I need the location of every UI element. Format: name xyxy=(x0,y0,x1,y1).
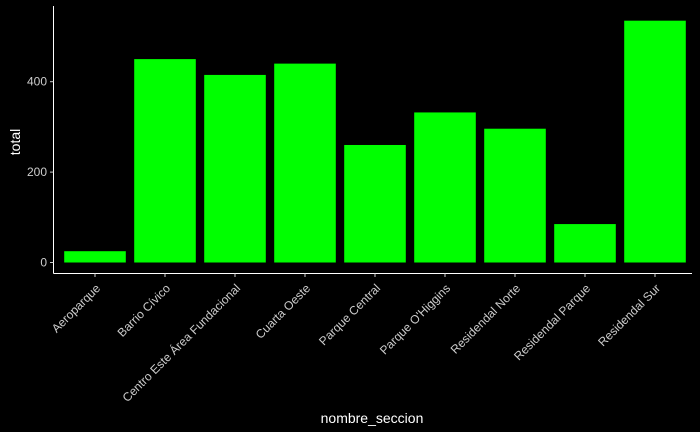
bar-3 xyxy=(274,63,336,263)
bar-8 xyxy=(624,20,686,263)
y-axis-title: total xyxy=(7,129,23,155)
y-tick-label-2: 400 xyxy=(27,75,47,89)
y-tick-label-1: 200 xyxy=(27,165,47,179)
bar-5 xyxy=(414,112,476,263)
bar-2 xyxy=(204,74,266,263)
x-axis-title: nombre_seccion xyxy=(321,410,424,426)
y-ticks-group: 0 200 400 xyxy=(27,75,54,270)
y-tick-label-0: 0 xyxy=(40,256,47,270)
bar-6 xyxy=(484,128,546,263)
bar-7 xyxy=(554,224,616,263)
bar-1 xyxy=(134,59,196,263)
bar-0 xyxy=(64,251,126,263)
bars-group xyxy=(64,20,686,263)
bar-4 xyxy=(344,144,406,263)
